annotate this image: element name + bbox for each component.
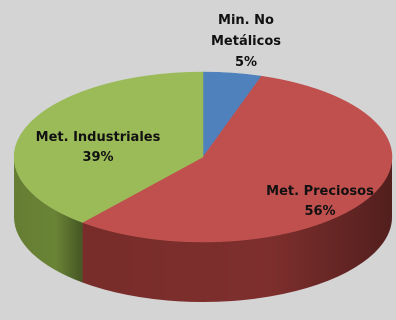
slice-label-line-min-no-met-licos: Metálicos [211,34,281,49]
slice-label-min-no-met-licos: Min. No Metálicos 5% [211,13,281,70]
pie-labels: Min. No Metálicos 5%Met. Preciosos 56%Met. … [36,13,374,219]
slice-label-line-min-no-met-licos: Min. No [218,13,274,28]
slice-label-line-met-industriales: Met. Industriales [36,130,161,145]
pie-slice-met-preciosos[interactable] [81,75,393,243]
slice-label-line-met-preciosos: Met. Preciosos [266,184,374,199]
pie-slice-side-shade-met-industriales [14,157,83,283]
slice-label-met-industriales: Met. Industriales 39% [36,130,161,165]
pie-slice-met-industriales[interactable] [13,71,204,223]
slice-label-met-preciosos: Met. Preciosos 56% [266,184,374,219]
pie-sides [14,157,392,302]
pie-tops [13,71,393,243]
slice-percent-met-industriales: 39% [82,150,113,165]
slice-percent-min-no-met-licos: 5% [235,55,257,70]
pie-slice-side-shade-met-preciosos [82,157,392,302]
slice-percent-met-preciosos: 56% [304,204,335,219]
